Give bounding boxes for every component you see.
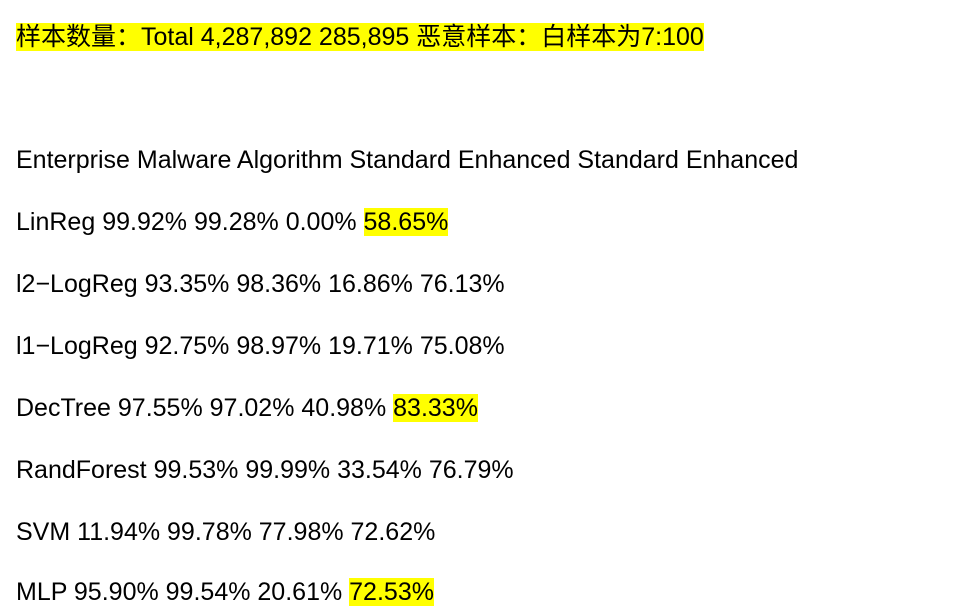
sample-summary-text: 样本数量：Total 4,287,892 285,895 恶意样本：白样本为7:…: [16, 23, 704, 51]
malware-standard-value: 19.71%: [328, 332, 413, 360]
enterprise-standard-value: 93.35%: [144, 270, 230, 298]
enterprise-enhanced-value: 98.36%: [236, 270, 322, 298]
malware-enhanced-value: 75.08%: [419, 332, 505, 360]
malware-standard-value: 77.98%: [258, 518, 344, 546]
malware-enhanced-value: 76.13%: [419, 270, 505, 298]
malware-enhanced-value: 76.79%: [428, 456, 514, 484]
table-row: DecTree 97.55% 97.02% 40.98% 83.33%: [16, 392, 478, 424]
enterprise-enhanced-value: 99.99%: [245, 456, 331, 484]
algorithm-name: SVM: [16, 518, 71, 546]
malware-standard-value: 33.54%: [337, 456, 422, 484]
enterprise-standard-value: 92.75%: [144, 332, 230, 360]
enterprise-enhanced-value: 99.54%: [165, 578, 251, 606]
malware-standard-value: 20.61%: [257, 578, 343, 606]
table-header-text: Enterprise Malware Algorithm Standard En…: [16, 146, 799, 174]
enterprise-standard-value: 99.53%: [153, 456, 239, 484]
table-row: l1−LogReg 92.75% 98.97% 19.71% 75.08%: [16, 330, 505, 362]
enterprise-enhanced-value: 98.97%: [236, 332, 322, 360]
algorithm-name: DecTree: [16, 394, 111, 422]
table-row: RandForest 99.53% 99.99% 33.54% 76.79%: [16, 454, 514, 486]
enterprise-enhanced-value: 97.02%: [209, 394, 295, 422]
enterprise-standard-value: 11.94%: [77, 518, 161, 546]
malware-enhanced-value: 72.62%: [350, 518, 436, 546]
enterprise-enhanced-value: 99.78%: [167, 518, 252, 546]
malware-enhanced-value: 58.65%: [363, 208, 449, 236]
algorithm-name: RandForest: [16, 456, 147, 484]
table-row: l2−LogReg 93.35% 98.36% 16.86% 76.13%: [16, 268, 505, 300]
malware-standard-value: 40.98%: [301, 394, 387, 422]
enterprise-standard-value: 99.92%: [102, 208, 187, 236]
sample-summary-line: 样本数量：Total 4,287,892 285,895 恶意样本：白样本为7:…: [16, 21, 704, 53]
malware-enhanced-value: 83.33%: [393, 394, 478, 422]
malware-enhanced-value: 72.53%: [349, 578, 434, 606]
enterprise-standard-value: 95.90%: [73, 578, 159, 606]
table-row: SVM 11.94% 99.78% 77.98% 72.62%: [16, 516, 435, 548]
table-header-line: Enterprise Malware Algorithm Standard En…: [16, 144, 798, 176]
malware-standard-value: 16.86%: [328, 270, 413, 298]
algorithm-name: l2−LogReg: [16, 270, 138, 298]
table-row: LinReg 99.92% 99.28% 0.00% 58.65%: [16, 206, 449, 238]
enterprise-enhanced-value: 99.28%: [193, 208, 279, 236]
table-row: MLP 95.90% 99.54% 20.61% 72.53%: [16, 576, 434, 608]
enterprise-standard-value: 97.55%: [117, 394, 203, 422]
algorithm-name: LinReg: [16, 208, 96, 236]
algorithm-name: l1−LogReg: [16, 332, 138, 360]
algorithm-name: MLP: [16, 578, 67, 606]
malware-standard-value: 0.00%: [285, 208, 357, 236]
